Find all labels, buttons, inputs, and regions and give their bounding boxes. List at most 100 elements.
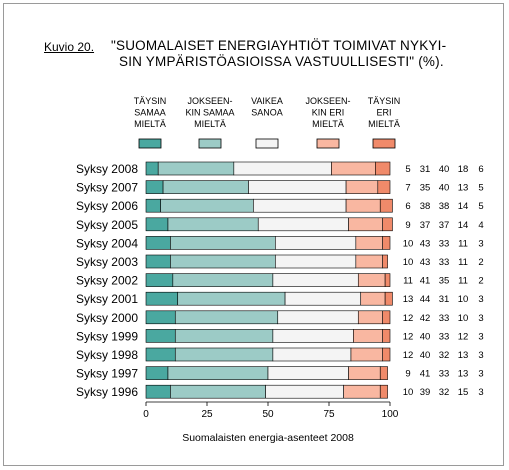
value-label: 43 xyxy=(420,238,431,249)
legend-swatch-3 xyxy=(255,138,279,149)
legend-label-1-line-2: SAMAA xyxy=(134,108,166,118)
value-label: 43 xyxy=(420,257,431,268)
legend-label-1-line-3: MIELTÄ xyxy=(134,119,166,129)
bar-segment-1 xyxy=(145,310,176,325)
legend-swatch-4 xyxy=(316,138,340,149)
legend-label-4-line-3: MIELTÄ xyxy=(312,119,344,129)
value-label: 10 xyxy=(403,238,414,249)
value-label: 35 xyxy=(420,183,431,194)
value-label: 33 xyxy=(439,257,450,268)
legend-label-5-line-2: ERI xyxy=(376,108,391,118)
bar-segment-4 xyxy=(345,198,381,213)
value-label: 33 xyxy=(439,331,450,342)
category-label: Syksy 2007 xyxy=(76,181,138,195)
value-label: 6 xyxy=(405,201,410,212)
bar-segment-4 xyxy=(348,217,383,232)
bar-segment-1 xyxy=(145,329,176,343)
bar-segment-2 xyxy=(160,198,254,213)
category-label: Syksy 2008 xyxy=(76,162,138,176)
bar-segment-4 xyxy=(353,329,383,343)
bar-segment-3 xyxy=(277,310,359,325)
value-label: 9 xyxy=(405,369,410,380)
bar-segment-1 xyxy=(145,161,159,176)
chart-title-line-1: "SUOMALAISET ENERGIAYHTIÖT TOIMIVAT NYKY… xyxy=(111,38,447,53)
value-label: 6 xyxy=(478,164,483,175)
value-label: 13 xyxy=(403,294,414,305)
value-label: 10 xyxy=(458,313,469,324)
bar-segment-4 xyxy=(357,310,383,325)
value-label: 3 xyxy=(478,238,483,249)
bar-segment-4 xyxy=(355,254,383,269)
value-label: 10 xyxy=(458,294,469,305)
legend-label-3-line-1: VAIKEA xyxy=(251,96,283,106)
source-label: Suomalaisten energia-asenteet 2008 xyxy=(182,432,354,444)
bar-segment-5 xyxy=(382,236,391,250)
value-label: 13 xyxy=(458,350,469,361)
bar-segment-2 xyxy=(170,254,276,269)
bar-segment-3 xyxy=(275,254,357,269)
legend-label-2-line-3: MIELTÄ xyxy=(194,119,226,129)
bar-segment-4 xyxy=(331,161,376,176)
category-label: Syksy 2002 xyxy=(76,274,138,288)
value-label: 9 xyxy=(405,220,410,231)
value-label: 33 xyxy=(439,369,450,380)
x-tick-label: 0 xyxy=(143,409,149,420)
bar-segment-1 xyxy=(145,291,179,306)
value-label: 31 xyxy=(420,164,431,175)
bar-segment-3 xyxy=(253,198,347,213)
bar-segment-2 xyxy=(167,217,259,232)
bar-segment-3 xyxy=(272,347,352,362)
legend-label-2-line-1: JOKSEEN- xyxy=(187,96,232,106)
value-label: 14 xyxy=(458,201,469,212)
bar-segment-3 xyxy=(257,217,349,232)
category-label: Syksy 1999 xyxy=(76,329,138,343)
bar-segment-5 xyxy=(382,217,393,232)
legend-label-4-line-2: KIN ERI xyxy=(312,108,345,118)
value-label: 15 xyxy=(458,387,469,398)
bar-segment-2 xyxy=(167,366,269,380)
bar-segment-5 xyxy=(384,273,391,287)
bar-segment-1 xyxy=(145,273,174,287)
bar-segment-2 xyxy=(174,329,274,343)
bar-segment-1 xyxy=(145,236,171,250)
value-label: 33 xyxy=(439,313,450,324)
value-label: 2 xyxy=(478,257,483,268)
value-label: 41 xyxy=(420,276,431,287)
value-label: 31 xyxy=(439,294,450,305)
value-label: 7 xyxy=(405,183,410,194)
value-label: 38 xyxy=(420,201,431,212)
value-label: 3 xyxy=(478,369,483,380)
value-label: 41 xyxy=(420,369,431,380)
bar-segment-2 xyxy=(172,273,274,287)
value-label: 12 xyxy=(403,350,414,361)
bar-segment-2 xyxy=(157,161,235,176)
category-label: Syksy 2003 xyxy=(76,255,138,269)
value-label: 12 xyxy=(458,331,469,342)
value-label: 11 xyxy=(458,276,468,287)
legend-label-2-line-2: KIN SAMAA xyxy=(185,108,234,118)
bar-segment-3 xyxy=(275,236,357,250)
value-label: 14 xyxy=(458,220,469,231)
legend-swatch-5 xyxy=(372,138,396,149)
value-label: 11 xyxy=(403,276,413,287)
bar-segment-5 xyxy=(379,366,388,380)
bar-segment-3 xyxy=(272,329,354,343)
category-label: Syksy 1997 xyxy=(76,367,138,381)
value-label: 11 xyxy=(458,257,468,268)
category-label: Syksy 2004 xyxy=(76,236,138,250)
value-label: 10 xyxy=(403,387,414,398)
figure-number: Kuvio 20. xyxy=(44,40,95,54)
value-label: 3 xyxy=(478,387,483,398)
value-label: 5 xyxy=(478,201,483,212)
bar-segment-4 xyxy=(348,366,381,380)
category-label: Syksy 1998 xyxy=(76,348,138,362)
value-label: 3 xyxy=(478,350,483,361)
legend-label-3-line-2: SANOA xyxy=(251,108,283,118)
bar-segment-5 xyxy=(379,198,393,213)
value-label: 37 xyxy=(420,220,431,231)
value-label: 5 xyxy=(478,183,483,194)
bar-segment-4 xyxy=(357,273,386,287)
bar-segment-3 xyxy=(284,291,362,306)
x-tick-label: 100 xyxy=(382,409,399,420)
